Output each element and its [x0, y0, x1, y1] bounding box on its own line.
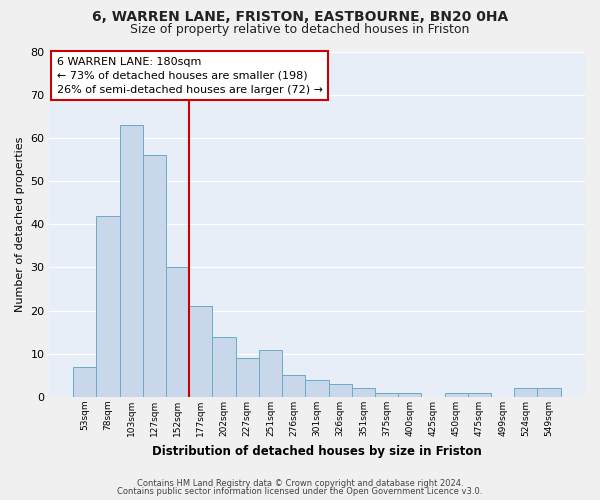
Bar — [119, 125, 143, 397]
Bar — [468, 392, 491, 397]
Text: Contains HM Land Registry data © Crown copyright and database right 2024.: Contains HM Land Registry data © Crown c… — [137, 478, 463, 488]
Text: Size of property relative to detached houses in Friston: Size of property relative to detached ho… — [130, 22, 470, 36]
Text: 6 WARREN LANE: 180sqm
← 73% of detached houses are smaller (198)
26% of semi-det: 6 WARREN LANE: 180sqm ← 73% of detached … — [57, 56, 323, 94]
Bar — [445, 392, 468, 397]
Bar — [259, 350, 282, 397]
Bar — [514, 388, 538, 397]
Bar — [97, 216, 119, 397]
Bar — [305, 380, 329, 397]
Bar — [398, 392, 421, 397]
Bar — [538, 388, 560, 397]
Bar — [143, 155, 166, 397]
Text: Contains public sector information licensed under the Open Government Licence v3: Contains public sector information licen… — [118, 487, 482, 496]
Bar — [236, 358, 259, 397]
X-axis label: Distribution of detached houses by size in Friston: Distribution of detached houses by size … — [152, 444, 482, 458]
Bar — [189, 306, 212, 397]
Bar — [329, 384, 352, 397]
Y-axis label: Number of detached properties: Number of detached properties — [15, 136, 25, 312]
Bar — [282, 376, 305, 397]
Text: 6, WARREN LANE, FRISTON, EASTBOURNE, BN20 0HA: 6, WARREN LANE, FRISTON, EASTBOURNE, BN2… — [92, 10, 508, 24]
Bar — [73, 367, 97, 397]
Bar — [212, 336, 236, 397]
Bar — [166, 268, 189, 397]
Bar — [352, 388, 375, 397]
Bar — [375, 392, 398, 397]
